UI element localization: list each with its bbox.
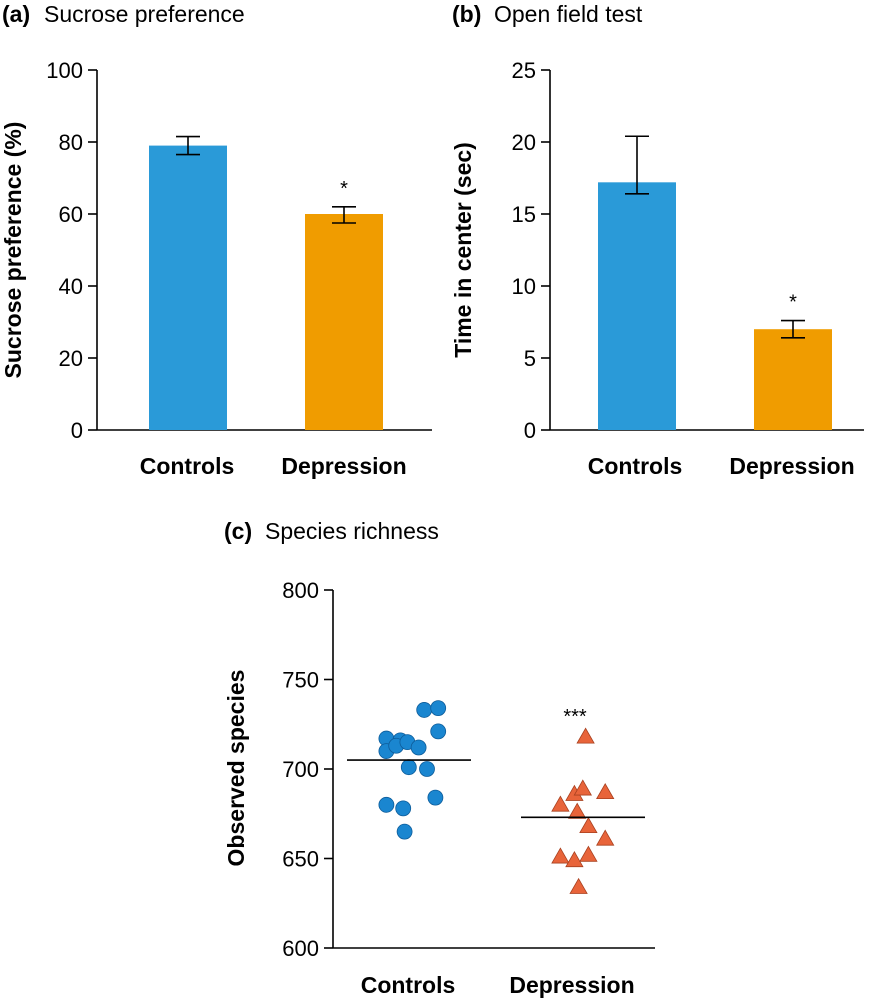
panel-c-points: *** [347, 700, 645, 894]
panel-a-y-ticks: 0 20 40 60 80 100 [46, 58, 97, 443]
panel-c-point-controls-8 [430, 723, 447, 740]
panel-c-point-controls-2 [416, 702, 433, 718]
panel-b-tick-label-20: 20 [512, 130, 536, 155]
panel-b-y-axis-label: Time in center (sec) [450, 142, 476, 358]
panel-c-point-depression-6 [579, 816, 598, 834]
panel-b-tick-label-5: 5 [524, 346, 536, 371]
panel-a-y-axis-label: Sucrose preference (%) [0, 122, 26, 379]
panel-c-point-depression-8 [565, 850, 584, 868]
panel-b-tick-label-0: 0 [524, 418, 536, 443]
panel-c-point-depression-1 [551, 795, 570, 812]
panel-b-tick-label-15: 15 [512, 202, 536, 227]
panel-a-category-label-depression: Depression [281, 453, 406, 479]
panel-c-point-depression-4 [596, 782, 615, 800]
panel-a-bar-depression [305, 214, 383, 430]
panel-a-bar-controls [149, 145, 227, 430]
panel-c-point-controls-3 [430, 700, 447, 717]
panel-c-point-controls-11 [378, 796, 395, 813]
panel-a-tick-label-40: 40 [59, 274, 83, 299]
panel-b-open-field-test: (b) Open field test Time in center (sec)… [450, 1, 864, 479]
panel-c-y-ticks: 600 650 700 750 800 [282, 578, 333, 961]
panel-a-tick-label-80: 80 [59, 130, 83, 155]
panel-b-category-label-controls: Controls [588, 453, 683, 479]
panel-a-title: Sucrose preference [44, 1, 245, 27]
panel-b-bars: * [598, 135, 832, 430]
panel-a-tick-label-0: 0 [71, 418, 83, 443]
panel-c-species-richness: (c) Species richness Observed species 60… [223, 518, 655, 998]
panel-c-category-label-controls: Controls [361, 972, 456, 998]
panel-c-tick-label-600: 600 [282, 936, 319, 961]
panel-c-point-controls-10 [419, 761, 435, 777]
panel-b-tick-label-10: 10 [512, 274, 536, 299]
panel-c-point-controls-9 [400, 759, 417, 776]
panel-b-tick-label-25: 25 [512, 58, 536, 83]
panel-c-significance-depression: *** [563, 706, 587, 728]
panel-c-point-depression-0 [576, 727, 595, 744]
panel-c-point-controls-13 [427, 789, 444, 806]
panel-c-point-depression-10 [596, 829, 615, 846]
panel-b-significance-depression: * [789, 292, 797, 314]
panel-c-point-controls-12 [395, 800, 412, 817]
panel-c-tick-label-650: 650 [282, 847, 319, 872]
panel-c-tick-label-750: 750 [282, 668, 319, 693]
panel-a-sucrose-preference: (a) Sucrose preference Sucrose preferenc… [0, 1, 432, 479]
panel-c-tick-label-700: 700 [282, 757, 319, 782]
panel-a-bars: * [149, 135, 383, 430]
panel-b-title: Open field test [494, 1, 643, 27]
panel-b-bar-controls [598, 182, 676, 430]
panel-c-letter: (c) [224, 518, 252, 544]
panel-a-tick-label-100: 100 [46, 58, 83, 83]
panel-c-category-label-depression: Depression [509, 972, 634, 998]
panel-c-point-depression-9 [579, 845, 598, 862]
panel-c-point-depression-3 [573, 779, 592, 796]
panel-a-category-label-controls: Controls [140, 453, 235, 479]
panel-c-point-controls-7 [410, 739, 427, 756]
panel-c-point-controls-14 [396, 823, 413, 840]
panel-c-point-depression-11 [569, 877, 588, 894]
panel-c-title: Species richness [265, 518, 439, 544]
panel-b-category-label-depression: Depression [729, 453, 854, 479]
panel-c-point-depression-7 [551, 847, 570, 864]
panel-c-point-depression-5 [568, 802, 587, 819]
panel-a-tick-label-20: 20 [59, 346, 83, 371]
panel-a-letter: (a) [2, 1, 30, 27]
panel-b-bar-depression [754, 329, 832, 430]
panel-a-tick-label-60: 60 [59, 202, 83, 227]
panel-b-letter: (b) [452, 1, 481, 27]
panel-c-tick-label-800: 800 [282, 578, 319, 603]
panel-c-y-axis-label: Observed species [223, 670, 249, 867]
panel-a-significance-depression: * [340, 178, 348, 200]
panel-b-y-ticks: 0 5 10 15 20 25 [512, 58, 550, 443]
